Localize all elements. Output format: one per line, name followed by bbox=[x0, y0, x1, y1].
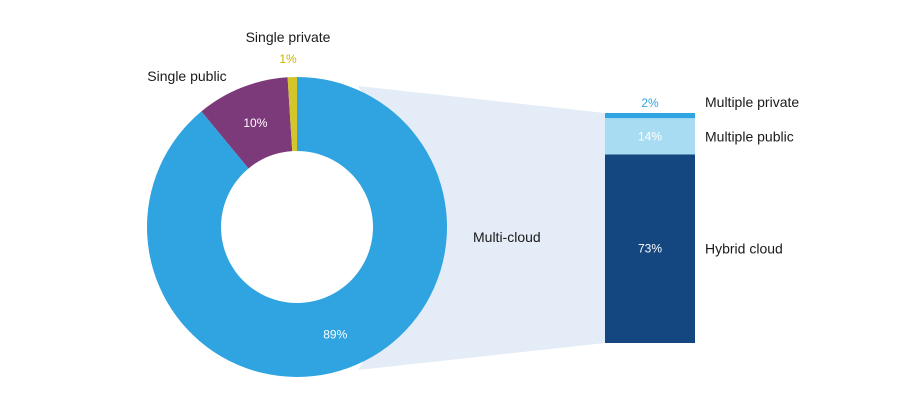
value-label-multi-cloud: 89% bbox=[323, 327, 347, 341]
category-label-single-public: Single public bbox=[147, 68, 226, 84]
segment-multiple-public bbox=[605, 118, 695, 155]
slice-single-public bbox=[201, 77, 293, 169]
category-label-multiple-public: Multiple public bbox=[705, 128, 794, 144]
donut-chart bbox=[146, 77, 447, 378]
value-label-single-public: 10% bbox=[243, 116, 267, 130]
segment-hybrid-cloud bbox=[605, 154, 695, 343]
category-label-hybrid-cloud: Hybrid cloud bbox=[705, 241, 783, 257]
stacked-bar bbox=[605, 113, 695, 343]
value-label-single-private: 1% bbox=[279, 52, 297, 66]
value-label-hybrid-cloud: 73% bbox=[638, 242, 662, 256]
category-label-single-private: Single private bbox=[246, 29, 331, 45]
segment-multiple-private bbox=[605, 113, 695, 119]
category-label-multi-cloud: Multi-cloud bbox=[473, 229, 541, 245]
value-label-multiple-private: 2% bbox=[641, 96, 659, 110]
value-label-multiple-public: 14% bbox=[638, 129, 662, 143]
slice-single-private bbox=[287, 77, 297, 152]
category-label-multiple-private: Multiple private bbox=[705, 94, 799, 110]
slice-multi-cloud bbox=[146, 77, 447, 378]
chart-labels: 89% 10% Single private 1% Single public Multi… bbox=[147, 29, 799, 341]
